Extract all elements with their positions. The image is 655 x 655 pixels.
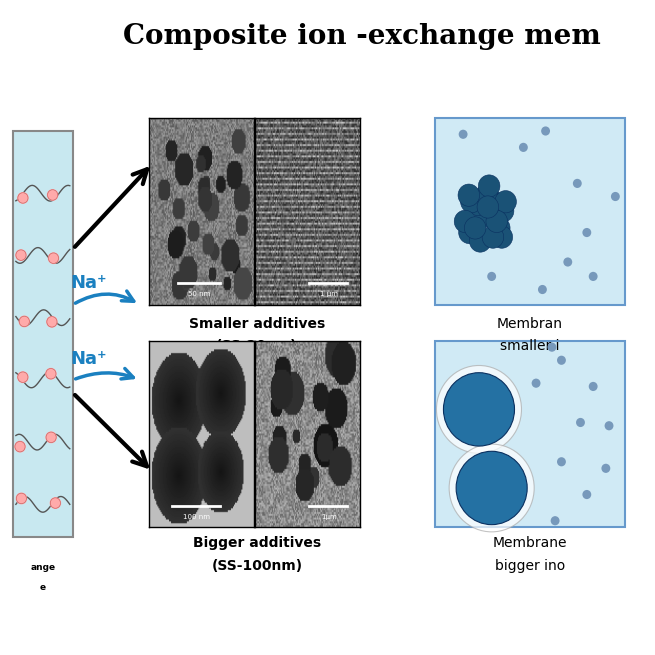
Circle shape <box>18 372 28 383</box>
Circle shape <box>478 175 500 197</box>
Circle shape <box>582 490 591 499</box>
FancyBboxPatch shape <box>12 131 73 537</box>
Circle shape <box>467 193 489 215</box>
Circle shape <box>611 192 620 201</box>
Circle shape <box>482 226 504 248</box>
Circle shape <box>589 382 597 391</box>
Text: Na⁺: Na⁺ <box>71 274 107 292</box>
Text: Smaller additives: Smaller additives <box>189 316 325 331</box>
Circle shape <box>605 421 614 430</box>
FancyBboxPatch shape <box>434 341 625 527</box>
Circle shape <box>491 226 513 248</box>
Circle shape <box>470 230 491 252</box>
Circle shape <box>489 217 510 239</box>
Circle shape <box>449 444 534 532</box>
Circle shape <box>436 365 521 453</box>
Circle shape <box>50 498 60 508</box>
Circle shape <box>532 379 540 388</box>
Circle shape <box>458 221 480 244</box>
Circle shape <box>563 257 572 267</box>
Circle shape <box>460 191 482 213</box>
Circle shape <box>47 316 57 327</box>
Circle shape <box>477 196 498 218</box>
Text: smaller i: smaller i <box>500 339 559 354</box>
Circle shape <box>482 191 504 213</box>
Text: e: e <box>40 583 46 592</box>
Circle shape <box>18 193 28 203</box>
Circle shape <box>582 228 591 237</box>
Text: Bigger additives: Bigger additives <box>193 536 321 550</box>
Circle shape <box>486 210 508 233</box>
Circle shape <box>464 217 486 239</box>
Circle shape <box>495 191 516 213</box>
Circle shape <box>15 441 25 452</box>
Text: Na⁺: Na⁺ <box>71 350 107 367</box>
Circle shape <box>589 272 597 281</box>
Circle shape <box>16 250 26 261</box>
Circle shape <box>493 200 514 222</box>
Circle shape <box>476 184 497 206</box>
Circle shape <box>46 432 56 443</box>
Circle shape <box>576 418 585 427</box>
Text: (SS-100nm): (SS-100nm) <box>212 559 303 573</box>
Circle shape <box>548 343 556 352</box>
Text: Composite ion -exchange mem: Composite ion -exchange mem <box>122 23 601 50</box>
Circle shape <box>487 272 496 281</box>
Circle shape <box>48 190 58 200</box>
Circle shape <box>557 457 566 466</box>
Circle shape <box>454 210 476 233</box>
Text: ange: ange <box>30 563 56 572</box>
FancyBboxPatch shape <box>434 118 625 305</box>
Circle shape <box>538 285 547 294</box>
Circle shape <box>519 143 528 152</box>
Circle shape <box>573 179 582 188</box>
Circle shape <box>557 356 566 365</box>
Circle shape <box>48 253 58 263</box>
Circle shape <box>541 126 550 136</box>
Circle shape <box>443 373 514 446</box>
Circle shape <box>551 516 559 525</box>
Circle shape <box>16 493 26 504</box>
Circle shape <box>458 130 468 139</box>
Text: Membran: Membran <box>496 316 563 331</box>
Text: (SS-20nm): (SS-20nm) <box>216 339 297 354</box>
Circle shape <box>19 316 29 327</box>
Circle shape <box>458 184 479 206</box>
Circle shape <box>474 205 496 227</box>
Circle shape <box>601 464 610 473</box>
Text: Membrane: Membrane <box>493 536 567 550</box>
Circle shape <box>456 451 527 525</box>
Text: bigger ino: bigger ino <box>495 559 565 573</box>
Circle shape <box>46 369 56 379</box>
